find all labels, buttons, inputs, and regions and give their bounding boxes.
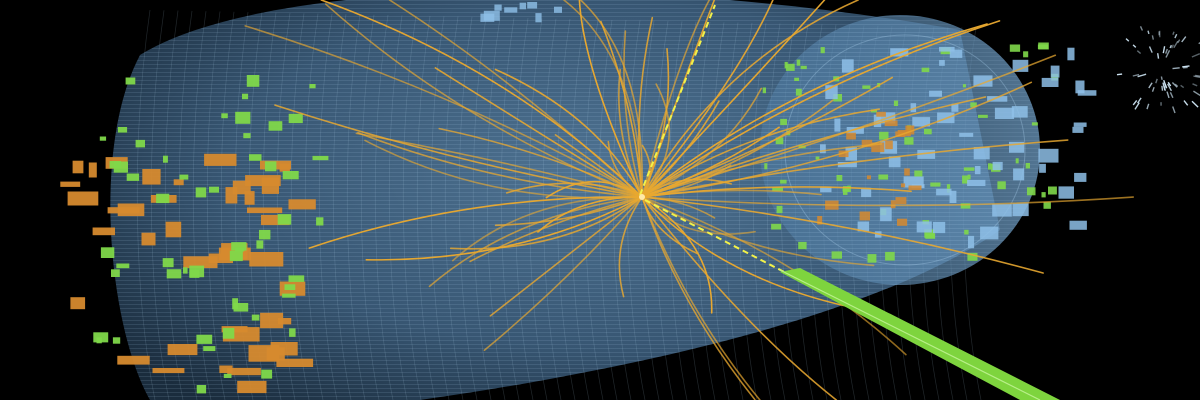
calorimeter-deposits: [60, 2, 1097, 394]
radial-spray: [1116, 26, 1200, 114]
particle-tracks: [244, 0, 1134, 400]
collision-vertex: [639, 194, 645, 200]
green-beam-track: [779, 268, 1060, 400]
photon-lines: [639, 4, 791, 276]
